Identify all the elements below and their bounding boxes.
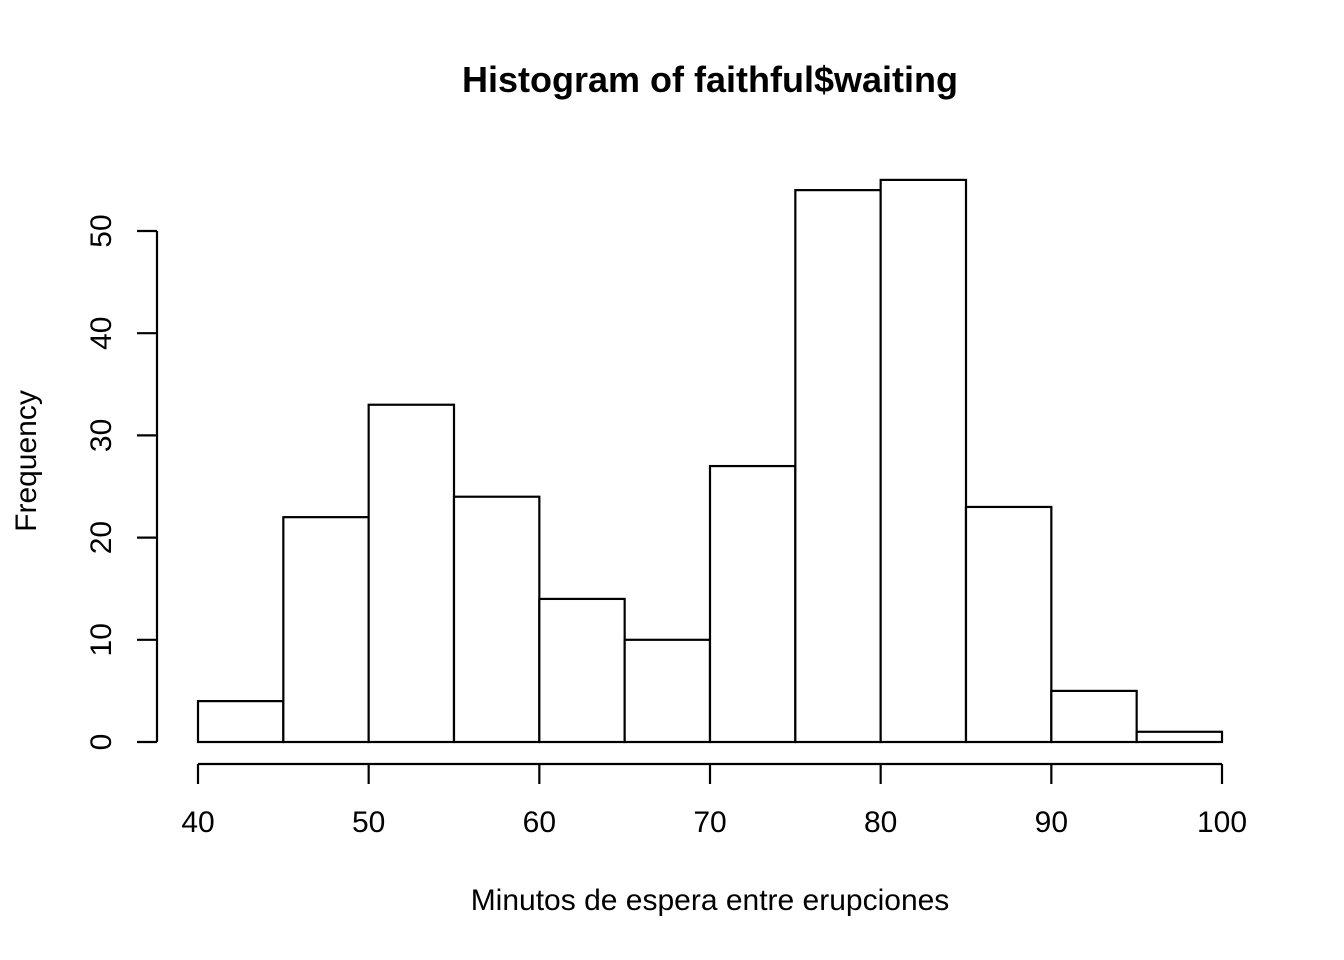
x-tick-label-100: 100 [1197, 806, 1247, 839]
histogram-bar-60-65 [538, 597, 626, 744]
x-tick-label-70: 70 [693, 806, 726, 839]
histogram-bar-80-85 [879, 178, 968, 744]
x-tick-label-40: 40 [181, 806, 214, 839]
histogram-bar-70-75 [708, 464, 797, 744]
y-axis-label: Frequency [10, 390, 43, 532]
histogram-bar-55-60 [452, 495, 541, 744]
y-tick-label-50: 50 [85, 214, 118, 247]
chart-title: Histogram of faithful$waiting [462, 59, 958, 100]
x-tick-label-50: 50 [352, 806, 385, 839]
y-tick-label-30: 30 [85, 419, 118, 452]
histogram-bar-95-100 [1135, 730, 1224, 744]
histogram-bar-40-45 [196, 700, 285, 744]
x-tick-label-80: 80 [864, 806, 897, 839]
histogram-bar-45-50 [282, 516, 370, 744]
x-axis: 40 50 60 70 80 90 100 [181, 762, 1247, 839]
histogram-bar-50-55 [367, 403, 456, 744]
x-axis-label: Minutos de espera entre erupciones [471, 884, 950, 917]
x-tick-label-90: 90 [1035, 806, 1068, 839]
y-axis: 0 10 20 30 40 50 [85, 214, 159, 751]
histogram-bar-65-70 [623, 638, 712, 744]
histogram-bar-85-90 [964, 505, 1053, 744]
y-tick-label-20: 20 [85, 521, 118, 554]
y-tick-label-40: 40 [85, 317, 118, 350]
histogram-bar-75-80 [794, 189, 882, 744]
y-tick-label-10: 10 [85, 623, 118, 656]
bars-group [196, 178, 1224, 744]
histogram-bar-90-95 [1050, 689, 1138, 744]
y-tick-label-0: 0 [85, 734, 118, 751]
x-tick-label-60: 60 [523, 806, 556, 839]
